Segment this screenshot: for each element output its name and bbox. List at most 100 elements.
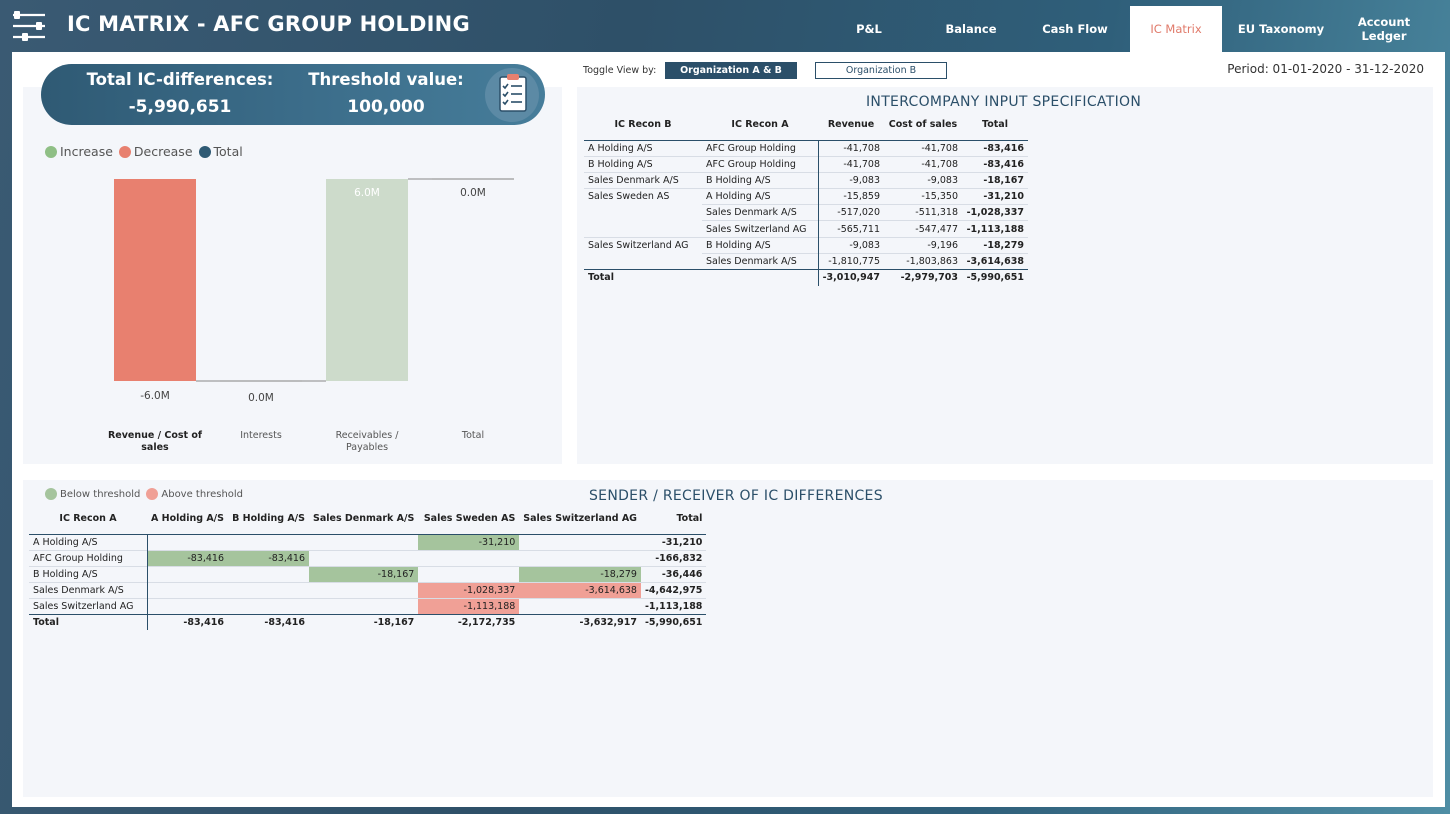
waterfall-bar[interactable] [326, 179, 408, 381]
matrix-cell [147, 533, 228, 550]
matrix-cell[interactable]: -1,113,188 [418, 597, 520, 614]
page-title: IC MATRIX - AFC GROUP HOLDING [67, 12, 470, 36]
summary-card: Total IC-differences: -5,990,651 Thresho… [41, 64, 545, 125]
spec-cell-recon-a: Sales Switzerland AG [702, 220, 819, 238]
spec-cell-revenue: -565,711 [818, 220, 884, 238]
toggle-label: Toggle View by: [583, 65, 657, 76]
matrix-total-cell: -3,632,917 [519, 613, 641, 630]
matrix-cell [228, 581, 309, 598]
spec-row[interactable]: Sales Switzerland AG -565,711 -547,477 -1,1… [584, 220, 1028, 238]
spec-row[interactable]: B Holding A/S AFC Group Holding -41,708 -41… [584, 155, 1028, 173]
spec-cell-revenue: -41,708 [818, 139, 884, 157]
spec-title: INTERCOMPANY INPUT SPECIFICATION [866, 94, 1142, 110]
spec-row[interactable]: Sales Denmark A/S B Holding A/S -9,083 -9,0… [584, 171, 1028, 189]
spec-table: IC Recon B IC Recon A Revenue Cost of sa… [584, 110, 1028, 286]
legend-decrease-label: Decrease [133, 144, 193, 159]
legend-increase-label: Increase [60, 144, 113, 159]
spec-total-label: Total [584, 268, 702, 286]
spec-cell-recon-b [584, 205, 702, 221]
tab-balance[interactable]: Balance [945, 22, 997, 36]
spec-total-cost-of-sales: -2,979,703 [884, 268, 962, 286]
waterfall-data-label: 0.0M [248, 392, 274, 404]
matrix-row[interactable]: A Holding A/S -31,210 -31,210 [29, 533, 707, 550]
tab-cash-flow[interactable]: Cash Flow [1042, 22, 1108, 36]
waterfall-category-label: Revenue / Cost of [108, 430, 203, 441]
spec-cell-recon-a: A Holding A/S [702, 188, 819, 205]
matrix-cell[interactable]: -18,167 [309, 565, 419, 582]
spec-cell-cost-of-sales: -41,708 [884, 155, 962, 173]
matrix-cell [418, 549, 520, 566]
total-ic-label: Total IC-differences: [86, 70, 274, 89]
matrix-cell [147, 581, 228, 598]
matrix-row[interactable]: Sales Denmark A/S -1,028,337 -3,614,638 -4,… [29, 581, 707, 598]
spec-cell-recon-b: Sales Denmark A/S [584, 171, 702, 189]
spec-row[interactable]: Sales Denmark A/S -1,810,775 -1,803,863 -3,… [584, 252, 1028, 270]
tab-pl[interactable]: P&L [856, 22, 882, 36]
spec-col-cost-of-sales[interactable]: Cost of sales [884, 110, 962, 141]
spec-row[interactable]: A Holding A/S AFC Group Holding -41,708 -41… [584, 139, 1028, 157]
tab-ic-matrix[interactable]: IC Matrix [1130, 6, 1222, 52]
matrix-row[interactable]: Sales Switzerland AG -1,113,188 -1,113,188 [29, 597, 707, 614]
spec-cell-total: -1,113,188 [962, 220, 1028, 238]
spec-cell-cost-of-sales: -15,350 [884, 188, 962, 205]
toggle-org-ab-button[interactable]: Organization A & B [665, 62, 797, 79]
matrix-cell[interactable]: -3,614,638 [519, 581, 641, 598]
legend-total[interactable]: Total [198, 144, 243, 159]
matrix-cell [519, 533, 641, 550]
matrix-col-total[interactable]: Total [640, 503, 707, 535]
matrix-cell [147, 565, 228, 582]
matrix-total-cell: -2,172,735 [418, 613, 520, 630]
matrix-cell[interactable]: -18,279 [519, 565, 641, 582]
spec-row[interactable]: Sales Denmark A/S -517,020 -511,318 -1,028,… [584, 204, 1028, 221]
matrix-cell[interactable]: -1,028,337 [418, 581, 520, 598]
legend-below-threshold[interactable]: Below threshold [45, 488, 140, 500]
matrix-total-cell: -18,167 [309, 613, 419, 630]
matrix-col-a-holding[interactable]: A Holding A/S [147, 503, 228, 535]
spec-row[interactable]: Sales Switzerland AG B Holding A/S -9,083-… [584, 236, 1028, 254]
threshold-label: Threshold value: [308, 70, 464, 89]
matrix-row-total: -31,210 [640, 533, 707, 550]
matrix-col-sales-sweden[interactable]: Sales Sweden AS [418, 503, 520, 535]
matrix-col-sales-switzerland[interactable]: Sales Switzerland AG [519, 503, 641, 535]
spec-col-recon-a[interactable]: IC Recon A [702, 110, 818, 141]
tab-account-ledger[interactable]: Account Ledger [1357, 15, 1411, 43]
matrix-row[interactable]: B Holding A/S -18,167 -18,279 -36,446 [29, 565, 707, 582]
legend-increase[interactable]: Increase [45, 144, 113, 159]
spec-cell-recon-b [584, 221, 702, 237]
spec-cell-total: -31,210 [962, 188, 1028, 205]
legend-decrease[interactable]: Decrease [118, 144, 193, 159]
matrix-cell [228, 597, 309, 614]
matrix-cell [309, 597, 419, 614]
matrix-row-label: Sales Switzerland AG [29, 597, 148, 614]
matrix-cell[interactable]: -83,416 [228, 549, 309, 566]
matrix-col-recon-a[interactable]: IC Recon A [29, 503, 147, 535]
matrix-cell [519, 597, 641, 614]
matrix-total-label: Total [29, 613, 148, 630]
matrix-row[interactable]: AFC Group Holding -83,416 -83,416 -166,832 [29, 549, 707, 566]
legend-above-threshold[interactable]: Above threshold [146, 488, 243, 500]
matrix-title: SENDER / RECEIVER OF IC DIFFERENCES [589, 488, 883, 504]
matrix-col-sales-denmark[interactable]: Sales Denmark A/S [309, 503, 419, 535]
tab-eu-taxonomy[interactable]: EU Taxonomy [1237, 22, 1325, 36]
matrix-cell [418, 565, 520, 582]
spec-cell-recon-a: B Holding A/S [702, 171, 819, 189]
matrix-total-cell: -83,416 [147, 613, 228, 630]
matrix-cell[interactable]: -31,210 [418, 533, 520, 550]
spec-cell-total: -83,416 [962, 155, 1028, 173]
matrix-grand-total: -5,990,651 [640, 613, 707, 630]
filter-sliders-icon[interactable] [10, 7, 48, 45]
waterfall-legend: Increase Decrease Total [45, 144, 249, 159]
toggle-org-b-button[interactable]: Organization B [815, 62, 947, 79]
waterfall-category-label: Payables [346, 442, 388, 453]
waterfall-bar[interactable] [114, 179, 196, 381]
waterfall-data-label: -6.0M [140, 390, 170, 402]
matrix-col-b-holding[interactable]: B Holding A/S [228, 503, 309, 535]
spec-row[interactable]: Sales Sweden AS A Holding A/S -15,859 -15,3… [584, 188, 1028, 205]
spec-cell-recon-b: B Holding A/S [584, 155, 702, 173]
spec-col-revenue[interactable]: Revenue [818, 110, 884, 141]
spec-col-total[interactable]: Total [962, 110, 1028, 141]
spec-col-recon-b[interactable]: IC Recon B [584, 110, 702, 141]
spec-cell-recon-b: Sales Switzerland AG [584, 236, 702, 254]
matrix-cell[interactable]: -83,416 [147, 549, 228, 566]
